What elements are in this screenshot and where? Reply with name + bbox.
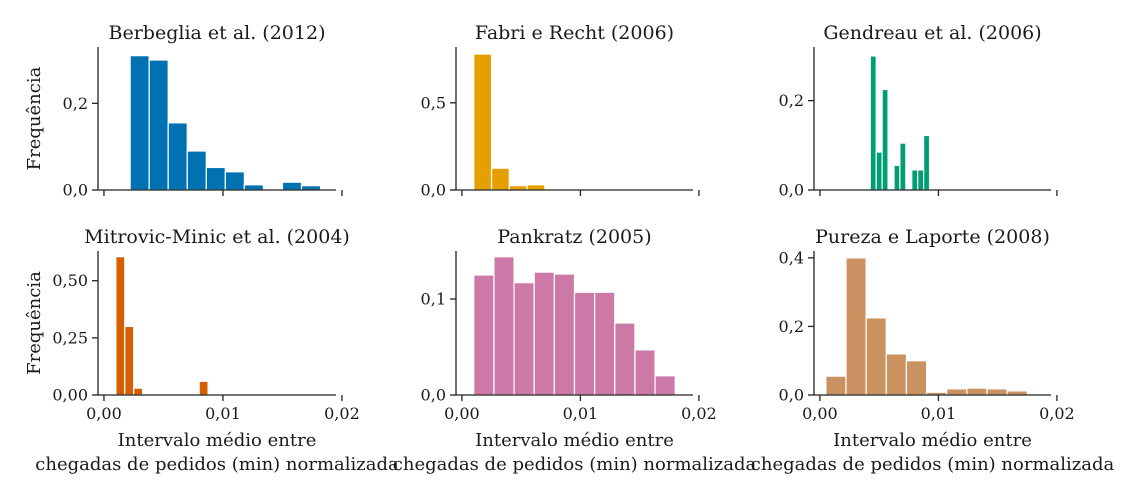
histogram-bar xyxy=(533,271,555,396)
histogram-bar xyxy=(654,375,676,396)
histogram-bar xyxy=(490,167,510,191)
histogram-bar xyxy=(493,256,515,396)
histogram-bar xyxy=(205,166,226,191)
y-tick-label: 0,4 xyxy=(779,248,804,267)
y-tick-label: 0,0 xyxy=(63,181,88,200)
chart-panel-1: Berbeglia et al. (2012) 0,0 0,2 Frequência xyxy=(24,22,343,200)
x-tick-label: 0,02 xyxy=(324,404,360,423)
y-tick-label: 0,2 xyxy=(779,317,804,336)
y-tick-label: 0,0 xyxy=(421,181,446,200)
chart-title: Pankratz (2005) xyxy=(497,226,651,248)
x-axis-label: Intervalo médio entre xyxy=(118,430,317,451)
y-axis-label: Frequência xyxy=(24,66,45,170)
y-tick-label: 0,0 xyxy=(779,181,804,200)
y-tick-label: 0,0 xyxy=(779,386,804,405)
y-tick-label: 0,2 xyxy=(779,91,804,110)
x-tick-label: 0,00 xyxy=(86,404,122,423)
y-tick-label: 0,50 xyxy=(52,271,88,290)
histogram-bar xyxy=(573,291,596,396)
histogram-bar xyxy=(634,349,656,396)
histogram-bar xyxy=(946,388,968,396)
histogram-bar xyxy=(917,169,925,191)
histogram-bar xyxy=(513,282,535,396)
y-tick-label: 0,2 xyxy=(63,94,88,113)
histogram-bar xyxy=(865,317,887,396)
chart-title: Fabri e Recht (2006) xyxy=(475,22,674,44)
histogram-bar xyxy=(869,55,877,191)
histogram-bar xyxy=(885,353,908,396)
histogram-bar xyxy=(124,325,135,396)
histogram-bar xyxy=(905,360,928,396)
y-tick-label: 0,0 xyxy=(421,386,446,405)
chart-title: Gendreau et al. (2006) xyxy=(823,22,1041,44)
histogram-bar xyxy=(473,274,495,396)
histogram-bar xyxy=(167,122,188,191)
x-tick-label: 0,01 xyxy=(921,404,957,423)
x-axis-label: Intervalo médio entre xyxy=(475,430,674,451)
y-axis-label: Frequência xyxy=(24,271,45,375)
histogram-bar xyxy=(281,181,303,191)
histogram-bar xyxy=(133,387,144,396)
x-tick-label: 0,01 xyxy=(563,404,599,423)
histogram-bar xyxy=(526,184,546,191)
histogram-bar xyxy=(911,169,919,191)
histogram-bar xyxy=(825,375,847,396)
chart-panel-2: Fabri e Recht (2006) 0,0 0,5 xyxy=(421,22,700,200)
chart-title: Pureza e Laporte (2008) xyxy=(815,226,1050,248)
x-tick-label: 0,00 xyxy=(802,404,838,423)
chart-panel-3: Gendreau et al. (2006) 0,0 0,2 xyxy=(779,22,1058,200)
histogram-bar xyxy=(881,88,889,191)
histogram-bar xyxy=(875,151,883,191)
x-tick-label: 0,02 xyxy=(681,404,717,423)
chart-panel-4: Mitrovic-Minic et al. (2004) 0,00 0,25 0,50… xyxy=(24,226,399,475)
histogram-bar xyxy=(899,142,907,191)
y-tick-label: 0,5 xyxy=(421,93,446,112)
chart-panel-6: Pureza e Laporte (2008) 0,0 0,2 0,4 0,00 0,01… xyxy=(751,226,1115,475)
y-tick-label: 0,1 xyxy=(421,290,446,309)
chart-title: Mitrovic-Minic et al. (2004) xyxy=(84,226,350,248)
histogram-bar xyxy=(893,164,901,191)
histogram-bar xyxy=(614,322,636,396)
histogram-bar xyxy=(198,380,209,396)
x-axis-label: chegadas de pedidos (min) normalizada xyxy=(393,454,757,475)
histogram-bar xyxy=(129,55,150,191)
histogram-bar xyxy=(508,185,528,191)
histogram-bar xyxy=(845,257,867,396)
histogram-bar xyxy=(115,256,126,396)
x-axis-label: chegadas de pedidos (min) normalizada xyxy=(35,454,399,475)
x-axis-label: chegadas de pedidos (min) normalizada xyxy=(751,454,1115,475)
histogram-bar xyxy=(148,59,169,191)
histogram-bar xyxy=(224,171,245,191)
histogram-bar xyxy=(986,388,1008,396)
chart-title: Berbeglia et al. (2012) xyxy=(109,22,326,44)
histogram-bar xyxy=(923,134,931,191)
y-tick-label: 0,00 xyxy=(52,386,88,405)
histogram-bar xyxy=(966,387,988,396)
y-tick-label: 0,25 xyxy=(52,328,88,347)
histogram-bar xyxy=(243,184,265,191)
histogram-bar xyxy=(594,291,616,396)
x-axis-label: Intervalo médio entre xyxy=(833,430,1032,451)
histogram-bar xyxy=(186,150,207,191)
x-tick-label: 0,02 xyxy=(1039,404,1075,423)
histogram-bar xyxy=(553,273,576,396)
x-tick-label: 0,00 xyxy=(444,404,480,423)
histogram-bar xyxy=(473,53,493,191)
x-tick-label: 0,01 xyxy=(205,404,241,423)
chart-panel-5: Pankratz (2005) 0,0 0,1 0,00 0,01 0,02 Interva… xyxy=(393,226,757,475)
